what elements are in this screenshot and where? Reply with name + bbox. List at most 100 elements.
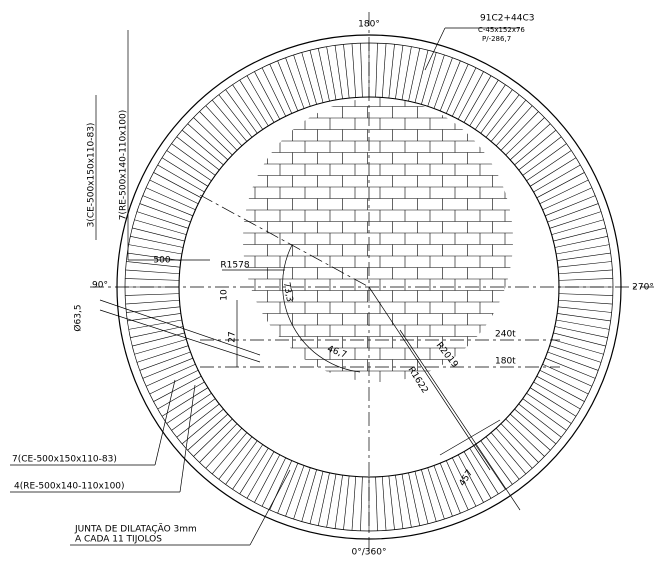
ring-joint — [556, 244, 610, 255]
ring-joint — [545, 195, 596, 217]
ring-joint — [474, 444, 506, 490]
ring-joint — [285, 465, 305, 517]
angle-arc — [282, 244, 361, 373]
ring-joint — [211, 432, 248, 475]
ring-joint — [193, 418, 233, 457]
ring-joint — [522, 398, 567, 431]
ring-joint — [351, 43, 357, 98]
ring-joint — [427, 54, 445, 107]
ring-joint — [187, 123, 229, 161]
ring-joint — [395, 45, 404, 99]
ring-joint — [211, 99, 248, 142]
ring-joint — [128, 319, 182, 330]
ring-joint — [149, 179, 199, 204]
ring-joint — [433, 465, 453, 517]
ring-joint — [351, 476, 357, 531]
ring-joint — [218, 436, 253, 480]
ring-joint — [136, 211, 189, 229]
ring-joint — [161, 157, 209, 187]
note-label: A CADA 11 TIJOLOS — [75, 535, 162, 545]
dim-label: 73,3 — [281, 281, 294, 302]
ring-joint — [408, 472, 421, 526]
spec-label: C-45x152x76 — [478, 26, 525, 34]
angle-label: 0°/360° — [352, 548, 387, 558]
ring-joint — [514, 129, 557, 166]
ring-joint — [232, 444, 264, 490]
dim-label: 27 — [228, 331, 238, 342]
dim-label: 46,7 — [326, 344, 348, 360]
dim-label: R1622 — [406, 365, 430, 395]
ring-joint — [490, 432, 527, 475]
ring-joint — [153, 172, 202, 199]
ring-joint — [127, 252, 181, 261]
ring-joint — [509, 413, 551, 451]
ring-joint — [239, 79, 269, 127]
ring-joint — [334, 45, 343, 99]
callout-label: 7(CE-500x150x110-83) — [12, 455, 117, 465]
leader — [179, 384, 196, 493]
ring-joint — [500, 423, 539, 463]
leader — [424, 27, 446, 71]
callout-label: 7(RE-500x140-110x100) — [119, 110, 129, 221]
ring-joint — [261, 67, 286, 117]
ring-joint — [457, 454, 484, 503]
dim-label: 457 — [458, 468, 476, 488]
leader — [154, 379, 176, 466]
ring-joint — [343, 44, 350, 99]
ring-joint — [542, 364, 593, 387]
ring-joint — [439, 463, 461, 514]
ring-joint — [199, 111, 238, 151]
ring-joint — [317, 48, 330, 102]
ring-joint — [301, 469, 317, 522]
ring-joint — [157, 381, 205, 410]
ring-joint — [132, 227, 185, 242]
ring-joint — [526, 392, 572, 424]
ring-joint — [457, 71, 484, 120]
ring-joint — [166, 150, 212, 182]
ring-joint — [414, 50, 429, 103]
ring-joint — [176, 136, 220, 171]
angle-label: 90° — [92, 281, 108, 291]
ring-joint — [557, 313, 611, 322]
ring-joint — [139, 351, 191, 371]
ring-joint — [161, 387, 209, 417]
ring-joint — [388, 44, 395, 99]
ring-joint — [518, 403, 562, 438]
ring-joint — [480, 440, 513, 485]
ring-joint — [547, 351, 599, 371]
ring-joint — [551, 219, 604, 235]
ring-joint — [463, 75, 492, 123]
ring-joint — [309, 471, 324, 524]
callout-label: 3(CE-500x150x110-83) — [87, 123, 97, 228]
ring-joint — [490, 99, 527, 142]
ring-joint — [485, 94, 520, 138]
ring-joint — [554, 326, 608, 339]
ring-joint — [153, 375, 202, 402]
ring-joint — [239, 447, 269, 495]
ring-joint — [558, 278, 613, 281]
radius-line — [399, 329, 521, 511]
ring-joint — [360, 476, 363, 531]
ring-joint — [421, 469, 437, 522]
ring-joint — [529, 387, 577, 417]
ring-joint — [401, 46, 412, 100]
ring-joint — [452, 457, 477, 507]
refractory-ring — [125, 43, 613, 531]
ring-joint — [526, 150, 572, 182]
ring-joint — [556, 319, 610, 330]
ring-joint — [301, 52, 317, 105]
ring-joint — [293, 467, 311, 520]
ring-joint — [343, 475, 350, 530]
ring-joint — [285, 57, 305, 109]
ring-joint — [125, 269, 180, 275]
ring-joint — [132, 332, 185, 347]
ring-joint — [536, 172, 585, 199]
ring-joint — [193, 117, 233, 156]
ring-joint — [375, 43, 378, 98]
ring-joint — [127, 313, 181, 322]
ring-joint — [139, 203, 191, 223]
ring-joint — [157, 164, 205, 193]
ring-joint — [246, 75, 275, 123]
dim-label: R1578 — [220, 261, 249, 271]
